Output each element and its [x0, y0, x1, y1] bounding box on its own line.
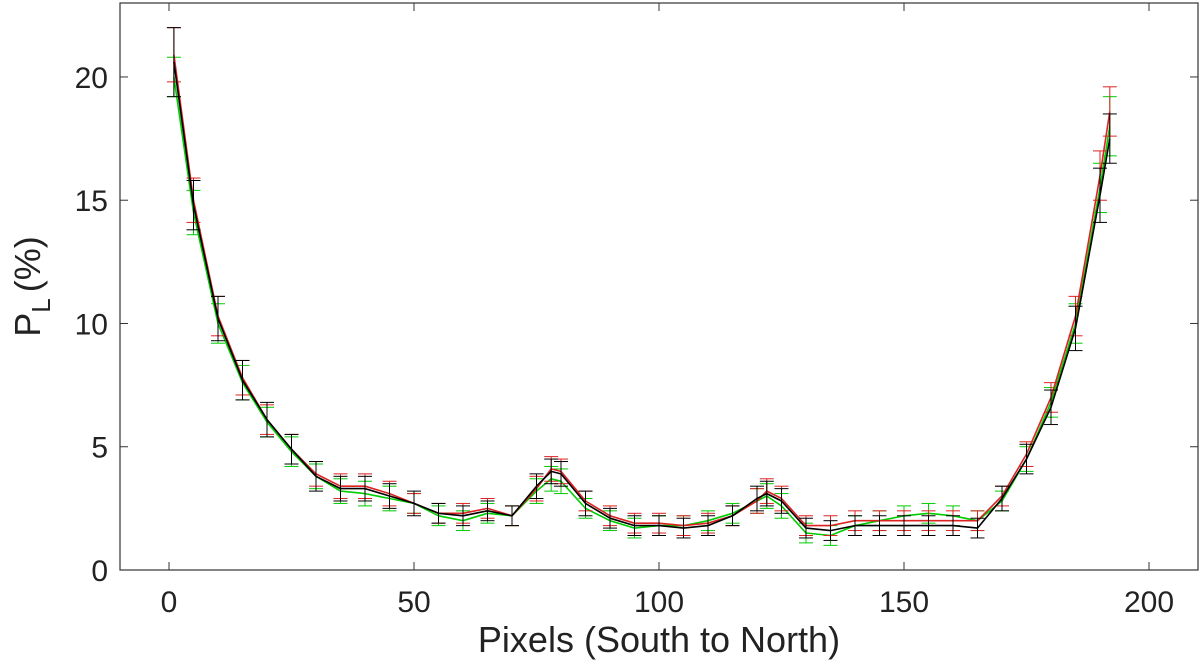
x-tick-label: 100 — [634, 586, 684, 619]
x-tick-label: 200 — [1124, 586, 1174, 619]
series-layer — [166, 27, 1117, 546]
y-tick-label: 5 — [91, 432, 108, 465]
series-line — [173, 76, 1111, 537]
y-axis-title-subscript: L — [26, 298, 56, 312]
y-tick-label: 15 — [75, 185, 108, 218]
y-axis-title-main: P — [7, 313, 48, 337]
x-tick-label: 0 — [161, 586, 178, 619]
series-line — [173, 62, 1111, 532]
ticks-layer: 0 50 100 150 200 0 5 10 15 20 — [75, 3, 1198, 619]
x-tick-label: 150 — [879, 586, 929, 619]
x-tick-label: 50 — [397, 586, 430, 619]
y-axis-title-unit: (%) — [7, 236, 48, 292]
y-tick-label: 10 — [75, 308, 108, 341]
series-line — [173, 54, 1111, 527]
y-tick-label: 20 — [75, 62, 108, 95]
x-axis-title: Pixels (South to North) — [478, 619, 840, 660]
y-axis-title: PL (%) — [7, 236, 56, 336]
svg-text:PL(%): PL (%) — [7, 236, 56, 336]
series-3 — [166, 27, 1117, 541]
y-tick-label: 0 — [91, 555, 108, 588]
